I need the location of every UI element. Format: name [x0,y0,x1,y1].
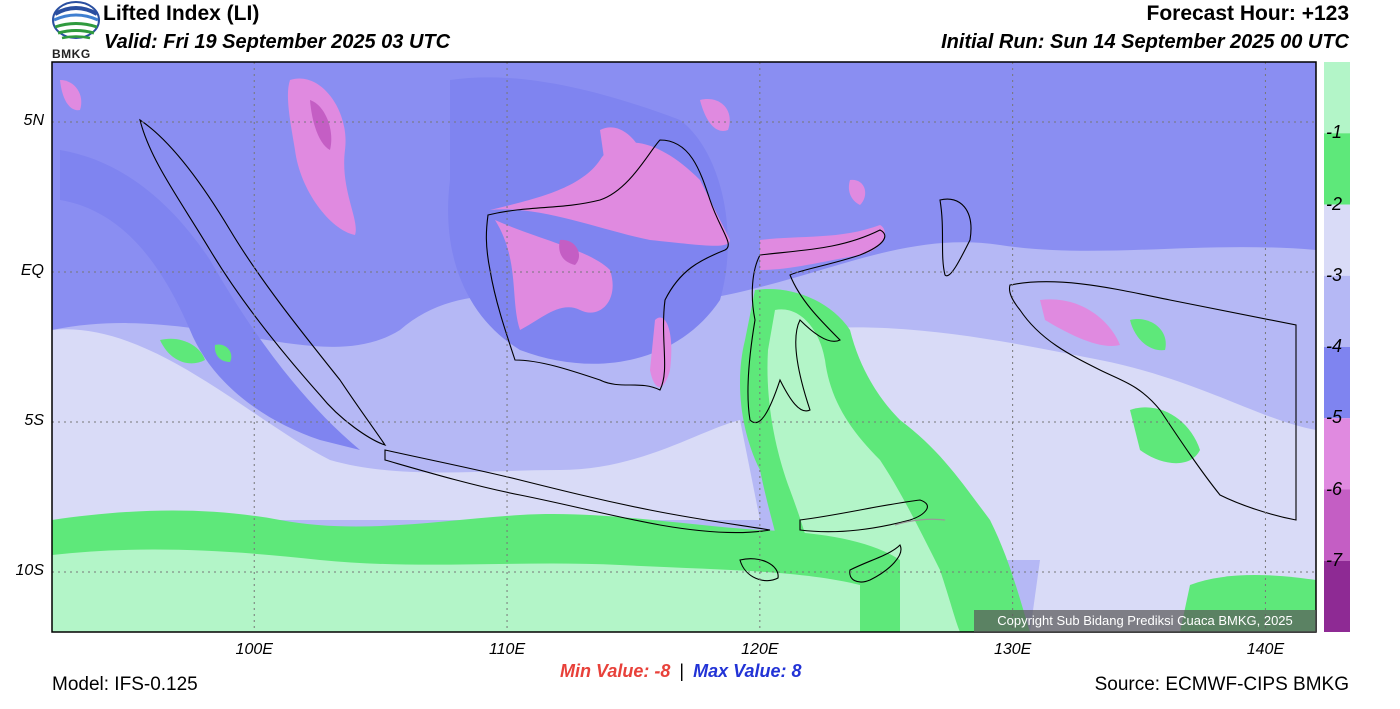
map-frame [51,61,1317,633]
colorbar-segment [1324,62,1350,134]
colorbar-label: -4 [1326,336,1343,356]
lat-tick-label: 5S [24,412,44,429]
colorbar-label: -5 [1326,407,1343,428]
colorbar-label: -7 [1326,549,1343,570]
lon-tick-label: 120E [741,641,779,658]
colorbar-segment [1324,347,1350,419]
max-value: 8 [791,661,802,681]
initial-run: Initial Run: Sun 14 September 2025 00 UT… [941,31,1349,53]
lon-tick-label: 110E [488,641,526,658]
map-title: Lifted Index (LI) [103,2,260,25]
max-value-label: Max Value: [693,661,787,681]
colorbar-segment [1324,418,1350,490]
colorbar-segment [1324,133,1350,205]
lat-tick-label: 10S [15,562,44,579]
lat-tick-label: EQ [20,262,44,279]
colorbar-label: -1 [1326,122,1343,143]
colorbar-segment [1324,489,1350,561]
logo-text: BMKG [52,47,91,61]
bmkg-logo-icon [52,1,100,40]
gridlines [52,62,1316,632]
min-max-values: Min Value: -8 | Max Value: 8 [560,661,802,682]
lon-tick-label: 100E [235,641,273,658]
lat-tick-label: 5N [23,112,44,129]
valid-time: Valid: Fri 19 September 2025 03 UTC [104,31,451,53]
min-max-separator: | [679,661,685,681]
colorbar-segment [1324,560,1350,632]
copyright-badge: Copyright Sub Bidang Prediksi Cuaca BMKG… [974,610,1316,632]
colorbar-label: -2 [1326,193,1343,214]
min-value-label: Min Value: [560,661,650,681]
lon-tick-label: 140E [1246,641,1285,658]
forecast-hour: Forecast Hour: +123 [1146,2,1350,25]
li-field [52,62,1316,632]
lon-tick-label: 130E [993,641,1032,658]
colorbar-label: -6 [1326,478,1343,499]
colorbar-label: -3 [1326,264,1343,285]
min-value: -8 [654,661,671,681]
coastlines [139,118,1297,583]
source-label: Source: ECMWF-CIPS BMKG [1094,674,1349,695]
colorbar-segment [1324,204,1350,276]
colorbar [1324,62,1350,632]
model-label: Model: IFS-0.125 [52,674,198,695]
colorbar-segment [1324,275,1350,347]
